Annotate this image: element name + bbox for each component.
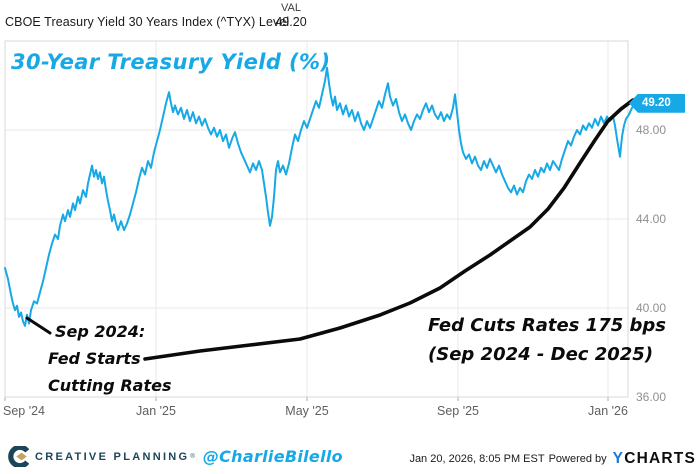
brand-name: CREATIVE PLANNING bbox=[35, 450, 190, 463]
val-current-value: 49.20 bbox=[275, 15, 307, 29]
ycharts-logo: YCHARTS bbox=[613, 450, 696, 468]
powered-by-label: Powered by bbox=[548, 453, 607, 465]
creative-planning-c-icon bbox=[8, 446, 29, 467]
x-tick-label: Sep '24 bbox=[3, 404, 45, 418]
annotation-pointer-line bbox=[25, 316, 52, 335]
plot-border bbox=[4, 40, 629, 398]
annotation-fed-cuts: Fed Cuts Rates 175 bps (Sep 2024 - Dec 2… bbox=[428, 311, 666, 369]
x-tick-label: Jan '26 bbox=[588, 404, 628, 418]
annotation-fed-cuts-line1: Fed Cuts Rates 175 bps bbox=[428, 315, 666, 336]
chart-attribution: Jan 20, 2026, 8:05 PM EST Powered by YCH… bbox=[409, 450, 696, 468]
footer: CREATIVE PLANNING ® @CharlieBilello Jan 2… bbox=[0, 442, 700, 474]
annotation-sep-2024-line1: Sep 2024: bbox=[55, 322, 146, 341]
twitter-handle: @CharlieBilello bbox=[202, 447, 343, 466]
annotation-sep-2024-line3: Cutting Rates bbox=[48, 376, 172, 395]
creative-planning-brand: CREATIVE PLANNING ® @CharlieBilello bbox=[8, 446, 343, 467]
val-column-label: VAL bbox=[281, 2, 301, 14]
ycharts-y-glyph: Y bbox=[612, 450, 625, 467]
y-tick-label: 48.00 bbox=[636, 123, 666, 137]
registered-mark: ® bbox=[190, 453, 195, 460]
annotation-fed-cuts-line2: (Sep 2024 - Dec 2025) bbox=[428, 344, 654, 365]
y-tick-label: 36.00 bbox=[636, 390, 666, 404]
chart-title: 30-Year Treasury Yield (%) bbox=[11, 50, 331, 74]
annotation-sep-2024-line2: Fed Starts bbox=[48, 349, 141, 368]
x-tick-label: May '25 bbox=[285, 404, 328, 418]
ycharts-wordmark: CHARTS bbox=[624, 450, 696, 467]
chart-timestamp: Jan 20, 2026, 8:05 PM EST bbox=[409, 453, 545, 465]
last-value-badge: 49.20 bbox=[629, 93, 685, 113]
annotation-sep-2024: Sep 2024: Fed Starts Cutting Rates bbox=[48, 318, 171, 399]
y-tick-label: 40.00 bbox=[636, 301, 666, 315]
series-line bbox=[4, 66, 638, 327]
series-title: CBOE Treasury Yield 30 Years Index (^TYX… bbox=[5, 15, 290, 29]
y-tick-label: 44.00 bbox=[636, 212, 666, 226]
val-header: VAL 49.20 bbox=[262, 2, 320, 29]
x-tick-label: Sep '25 bbox=[437, 404, 479, 418]
x-tick-label: Jan '25 bbox=[136, 404, 176, 418]
annotation-arrow-curve bbox=[143, 98, 635, 361]
